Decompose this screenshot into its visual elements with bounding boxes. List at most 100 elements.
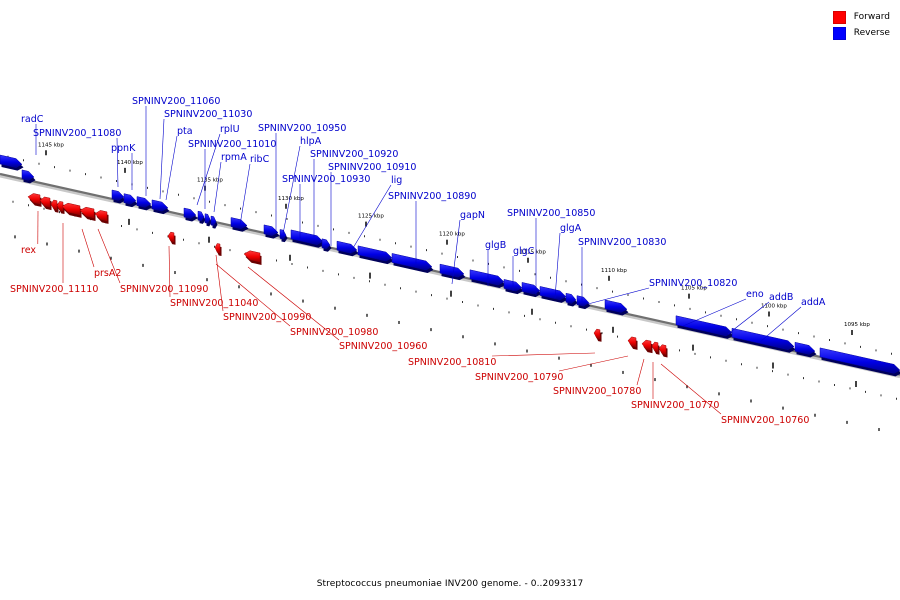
gene-arrow[interactable]: forward gene 11 [593, 328, 602, 342]
reverse-gene-label: rpmA [221, 152, 247, 163]
leader-line [97, 228, 121, 284]
gene-arrow[interactable]: reverse gene 3 [111, 189, 126, 204]
gene-arrow[interactable]: reverse gene 26 [604, 299, 629, 316]
legend-forward: Forward [832, 9, 890, 25]
reverse-gene-label: addA [801, 297, 826, 308]
scale-label: 1110 kbp [601, 268, 627, 274]
scale-label: 1135 kbp [197, 178, 223, 184]
scale-label: 1140 kbp [117, 160, 143, 166]
reverse-gene-label: SPNINV200_10930 [282, 174, 370, 185]
gene-arrow[interactable]: forward gene 13 [641, 339, 653, 354]
leader-line [660, 363, 722, 415]
gene-arrow[interactable]: reverse gene 28 [731, 327, 796, 353]
forward-gene-label: prsA2 [94, 268, 121, 279]
gene-arrow[interactable]: reverse gene 2 [21, 169, 36, 184]
gene-arrow[interactable]: reverse gene 13 [279, 229, 288, 243]
forward-gene-label: SPNINV200_11040 [170, 298, 258, 309]
leader-line [558, 355, 629, 372]
leader-line [636, 358, 645, 386]
gene-arrow[interactable]: forward gene 12 [627, 336, 638, 350]
gene-features: reverse gene 1reverse gene 2 reverse gene… [0, 154, 900, 377]
leader-line [349, 184, 392, 254]
leader-line [196, 133, 221, 206]
reverse-gene-label: ppnK [111, 143, 136, 154]
gene-arrow[interactable]: reverse gene 7 [183, 207, 198, 222]
forward-gene-label: SPNINV200_10960 [339, 341, 427, 352]
gene-arrow[interactable]: reverse gene 4 [123, 193, 138, 208]
reverse-gene-label: addB [769, 292, 793, 303]
reverse-gene-label: ribC [250, 154, 270, 165]
reverse-gene-label: SPNINV200_11010 [188, 139, 276, 150]
gene-arrow[interactable]: reverse gene 17 [357, 245, 394, 265]
gene-arrow[interactable]: forward gene 15 [658, 344, 668, 358]
forward-gene-label: SPNINV200_10980 [290, 327, 378, 338]
gene-arrow[interactable]: reverse gene 15 [321, 238, 332, 252]
gene-arrow[interactable]: reverse gene 30 [819, 347, 900, 377]
scale-label: 1120 kbp [439, 232, 465, 238]
gene-arrow[interactable]: forward gene 5 [61, 202, 82, 218]
leader-line [81, 228, 95, 268]
reverse-gene-label: eno [746, 289, 764, 300]
gene-arrow[interactable]: reverse gene 10 [210, 215, 218, 229]
reverse-gene-label: gapN [460, 210, 485, 221]
gene-arrow[interactable]: reverse gene 27 [675, 315, 734, 339]
reverse-gene-label: glgA [560, 223, 582, 234]
forward-gene-label: SPNINV200_10790 [475, 372, 563, 383]
gene-arrow[interactable]: reverse gene 9 [204, 213, 212, 227]
forward-gene-label: SPNINV200_11110 [10, 284, 98, 295]
gene-arrow[interactable]: forward gene 10 [243, 250, 262, 265]
gene-arrow[interactable]: forward gene 7 [94, 210, 109, 224]
gene-arrow[interactable]: reverse gene 24 [565, 292, 578, 307]
gene-arrow[interactable]: reverse gene 18 [391, 253, 434, 273]
gene-arrow[interactable]: forward gene 6 [79, 206, 96, 221]
gene-arrow[interactable]: reverse gene 23 [539, 286, 568, 303]
scale-label: 1130 kbp [278, 196, 304, 202]
leader-line [239, 163, 251, 226]
gene-arrow[interactable]: reverse gene 5 [136, 196, 153, 211]
leader-line [159, 118, 165, 200]
gene-arrow[interactable]: reverse gene 14 [290, 229, 325, 248]
reverse-gene-label: hlpA [300, 136, 322, 147]
gene-arrow[interactable]: reverse gene 25 [576, 295, 591, 310]
gene-arrow[interactable]: reverse gene 20 [469, 269, 506, 289]
legend-reverse: Reverse [832, 25, 890, 41]
reverse-gene-label: pta [177, 126, 193, 137]
gene-arrow[interactable]: reverse gene 1 [0, 154, 24, 171]
scale-label: 1115 kbp [520, 250, 546, 256]
leader-line [165, 135, 178, 201]
forward-gene-label: SPNINV200_10770 [631, 400, 719, 411]
leader-line [215, 254, 224, 312]
reverse-gene-label: SPNINV200_10890 [388, 191, 476, 202]
scale-label: 1095 kbp [844, 322, 870, 328]
gene-arrow[interactable]: reverse gene 11 [230, 217, 249, 232]
scale-ticks: 1145 kbp 1140 kbp 1135 kbp 1130 kbp 1125 kbp… [7, 142, 897, 432]
leader-line [213, 161, 222, 213]
gene-arrow[interactable]: reverse gene 8 [197, 210, 206, 224]
gene-arrow[interactable]: reverse gene 29 [794, 341, 817, 358]
scale-label: 1145 kbp [38, 142, 64, 148]
gene-arrow[interactable]: reverse gene 22 [521, 282, 542, 298]
gene-arrow[interactable]: reverse gene 6 [151, 199, 170, 215]
scale-label: 1100 kbp [761, 303, 787, 309]
forward-gene-label: SPNINV200_10760 [721, 415, 809, 426]
gene-arrow[interactable]: reverse gene 21 [503, 279, 524, 295]
gene-arrow[interactable]: reverse gene 12 [263, 224, 280, 239]
gene-arrow[interactable]: reverse gene 16 [336, 240, 359, 257]
reverse-gene-label: radC [21, 114, 44, 125]
reverse-gene-label: SPNINV200_10920 [310, 149, 398, 160]
leader-line [554, 232, 561, 299]
leader-line [116, 137, 119, 188]
gene-arrow[interactable]: forward gene 2 [39, 196, 52, 211]
reverse-swatch [832, 26, 846, 40]
leader-line [682, 298, 747, 327]
forward-gene-label: SPNINV200_11090 [120, 284, 208, 295]
gene-arrow[interactable]: forward gene 9 [214, 243, 222, 257]
gene-labels: radC SPNINV200_11080 ppnK SPNINV200_11060 SP… [10, 96, 826, 426]
gene-arrow[interactable]: forward gene 1 [27, 193, 42, 207]
reverse-gene-label: SPNINV200_10820 [649, 278, 737, 289]
strand-legend: Forward Reverse [832, 9, 890, 41]
scale-label: 1125 kbp [358, 214, 384, 220]
gene-arrow[interactable]: forward gene 8 [167, 231, 176, 245]
gene-arrow[interactable]: forward gene 14 [651, 341, 660, 355]
